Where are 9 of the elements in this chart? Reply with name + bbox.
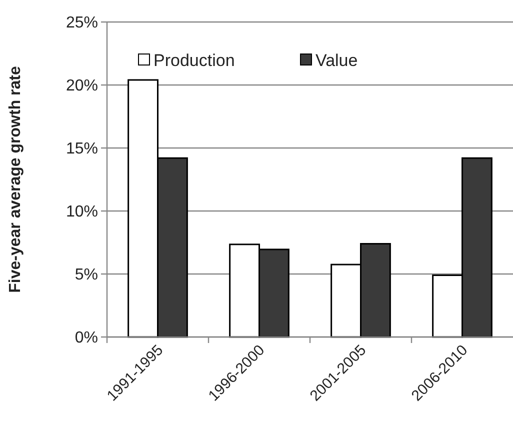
y-axis-title: Five-year average growth rate [7,66,24,293]
y-tick-label: 0% [74,330,98,347]
y-tick-label: 20% [66,78,98,95]
y-tick-label: 10% [66,204,98,221]
y-tick-label: 25% [66,14,98,32]
y-tick-label: 15% [66,140,98,158]
legend-label: Value [316,50,358,70]
y-tick-label: 5% [74,266,98,284]
legend-label: Production [154,50,235,70]
